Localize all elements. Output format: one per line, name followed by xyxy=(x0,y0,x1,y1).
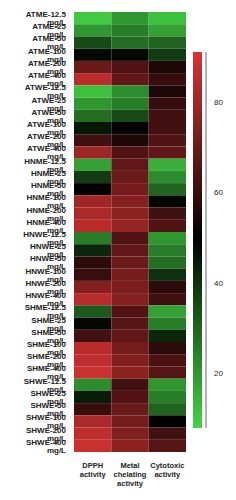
html-text:mg/L: mg/L xyxy=(46,372,66,382)
html-text:SHME-400: SHME-400 xyxy=(26,364,66,374)
html-text:ATWE-200: ATWE-200 xyxy=(27,132,66,142)
html-text:mg/L: mg/L xyxy=(46,115,66,125)
html-text:HNME-400: HNME-400 xyxy=(26,217,66,227)
svg-text:20: 20 xyxy=(214,369,223,378)
html-text:mg/L: mg/L xyxy=(46,311,66,321)
html-text:ATME-400: ATME-400 xyxy=(27,71,66,81)
html-text:mg/L: mg/L xyxy=(46,152,66,162)
html-text:mg/L: mg/L xyxy=(46,323,66,333)
html-text:SHWE-25: SHWE-25 xyxy=(30,388,66,398)
html-text:SHWE-200: SHWE-200 xyxy=(26,425,66,435)
html-text:ATME-200: ATME-200 xyxy=(27,58,66,68)
svg-text:DPPHactivity: DPPHactivity xyxy=(80,461,107,479)
html-text:ATWE-25: ATWE-25 xyxy=(31,95,66,105)
html-text:SHWE-12.5: SHWE-12.5 xyxy=(23,376,66,386)
html-text:mg/L: mg/L xyxy=(46,250,66,260)
html-text:ATWE-50: ATWE-50 xyxy=(31,107,66,117)
html-text:mg/L: mg/L xyxy=(46,274,66,284)
html-text:mg/L: mg/L xyxy=(46,30,66,40)
html-text:mg/L: mg/L xyxy=(46,103,66,113)
html-text:HNWE-100: HNWE-100 xyxy=(25,266,66,276)
html-text:ATWE-12.5: ATWE-12.5 xyxy=(24,83,66,93)
html-text:HNWE-400: HNWE-400 xyxy=(25,291,66,301)
html-text:mg/L: mg/L xyxy=(46,79,66,89)
svg-text:Metalchelatingactivity: Metalchelatingactivity xyxy=(114,461,147,488)
html-text:ATWE-400: ATWE-400 xyxy=(27,144,66,154)
html-text:ATME-50: ATME-50 xyxy=(32,34,66,44)
html-text:mg/L: mg/L xyxy=(46,66,66,76)
html-text:mg/L: mg/L xyxy=(46,335,66,345)
html-text:mg/L: mg/L xyxy=(46,201,66,211)
html-text:HNME-50: HNME-50 xyxy=(30,181,66,191)
svg-text:40: 40 xyxy=(214,279,223,288)
html-text:ATME-12.5: ATME-12.5 xyxy=(25,10,66,19)
html-text:mg/L: mg/L xyxy=(46,238,66,247)
html-text:mg/L: mg/L xyxy=(46,42,66,52)
html-text:mg/L: mg/L xyxy=(46,91,66,101)
svg-text:SHWE-400mg/L: SHWE-400mg/L xyxy=(26,438,67,455)
html-text:mg/L: mg/L xyxy=(46,128,66,137)
html-text:mg/L: mg/L xyxy=(46,189,66,199)
svg-text:60: 60 xyxy=(214,188,223,197)
html-text:mg/L: mg/L xyxy=(46,213,66,223)
html-text:SHME-50: SHME-50 xyxy=(31,327,66,337)
html-text:mg/L: mg/L xyxy=(46,176,66,186)
html-text:HNME-25: HNME-25 xyxy=(30,168,66,178)
svg-text:80: 80 xyxy=(214,98,223,107)
html-text:ATME-100: ATME-100 xyxy=(27,46,66,56)
html-text:mg/L: mg/L xyxy=(46,18,66,27)
html-text:mg/L: mg/L xyxy=(46,299,66,309)
html-text:SHME-200: SHME-200 xyxy=(26,352,66,362)
html-text:mg/L: mg/L xyxy=(46,409,66,419)
html-text:ATWE-100: ATWE-100 xyxy=(27,120,66,129)
html-text:SHWE-50: SHWE-50 xyxy=(30,401,66,411)
html-text:mg/L: mg/L xyxy=(46,164,66,174)
html-text:HNME-100: HNME-100 xyxy=(26,193,66,203)
html-text:HNME-200: HNME-200 xyxy=(26,205,66,215)
html-text:HNWE-12.5: HNWE-12.5 xyxy=(23,230,66,239)
html-text:mg/L: mg/L xyxy=(46,225,66,235)
html-text:ATME-25: ATME-25 xyxy=(32,22,66,32)
html-text:SHME-12.5: SHME-12.5 xyxy=(24,303,66,313)
html-text:mg/L: mg/L xyxy=(46,348,66,357)
html-text:mg/L: mg/L xyxy=(46,54,66,64)
html-text:HNME-12.5: HNME-12.5 xyxy=(24,156,66,166)
html-text:HNWE-50: HNWE-50 xyxy=(30,254,66,264)
html-text:mg/L: mg/L xyxy=(46,384,66,394)
html-text:mg/L: mg/L xyxy=(46,140,66,150)
svg-text:Cytotoxicactivity: Cytotoxicactivity xyxy=(150,461,184,479)
html-text:mg/L: mg/L xyxy=(46,396,66,406)
html-text:SHME-25: SHME-25 xyxy=(31,315,66,325)
html-text:mg/L: mg/L xyxy=(46,360,66,370)
html-text:SHWE-100: SHWE-100 xyxy=(26,413,66,423)
html-text:mg/L: mg/L xyxy=(46,262,66,272)
html-text:mg/L: mg/L xyxy=(46,421,66,431)
html-text:SHME-100: SHME-100 xyxy=(26,340,66,349)
html-text:mg/L: mg/L xyxy=(46,286,66,296)
html-text:HNWE-200: HNWE-200 xyxy=(25,278,66,288)
html-text:HNWE-25: HNWE-25 xyxy=(30,242,66,252)
